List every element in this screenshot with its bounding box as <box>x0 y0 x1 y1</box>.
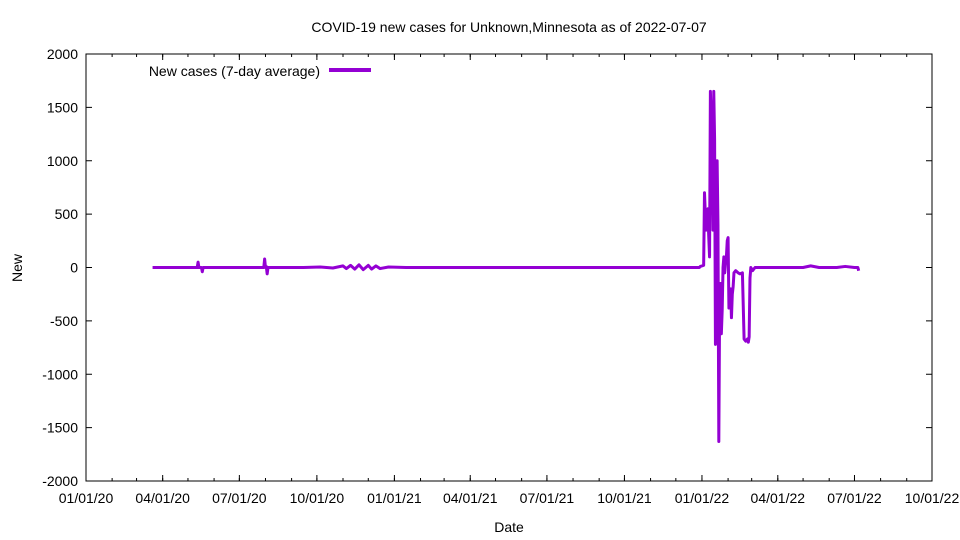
x-tick-label: 01/01/20 <box>59 490 114 506</box>
axis-ticks <box>85 53 933 482</box>
x-tick-label: 04/01/20 <box>135 490 190 506</box>
legend-label: New cases (7-day average) <box>149 63 320 79</box>
y-tick-label: 1000 <box>47 153 78 169</box>
legend: New cases (7-day average) <box>149 63 371 79</box>
y-tick-label: -2000 <box>42 473 78 489</box>
y-tick-label: 500 <box>55 206 79 222</box>
x-tick-label: 07/01/20 <box>212 490 267 506</box>
x-tick-label: 10/01/22 <box>905 490 960 506</box>
y-tick-label: 1500 <box>47 99 78 115</box>
chart-title: COVID-19 new cases for Unknown,Minnesota… <box>311 19 707 35</box>
y-axis-label: New <box>9 253 25 282</box>
x-tick-label: 07/01/21 <box>520 490 575 506</box>
axis-tick-labels: 2000150010005000-500-1000-1500-200001/01… <box>42 46 959 506</box>
y-tick-label: 2000 <box>47 46 78 62</box>
plot-frame <box>85 53 933 482</box>
x-tick-label: 10/01/20 <box>290 490 345 506</box>
series-line <box>152 89 861 443</box>
x-tick-label: 07/01/22 <box>827 490 882 506</box>
y-tick-label: -1500 <box>42 420 78 436</box>
x-tick-label: 04/01/21 <box>443 490 498 506</box>
y-tick-label: -1000 <box>42 366 78 382</box>
series-group <box>152 89 861 443</box>
y-tick-label: -500 <box>50 313 78 329</box>
x-tick-label: 04/01/22 <box>751 490 806 506</box>
x-tick-label: 01/01/21 <box>367 490 422 506</box>
x-tick-label: 01/01/22 <box>675 490 730 506</box>
x-tick-label: 10/01/21 <box>597 490 652 506</box>
x-axis-label: Date <box>494 519 524 535</box>
y-tick-label: 0 <box>70 260 78 276</box>
